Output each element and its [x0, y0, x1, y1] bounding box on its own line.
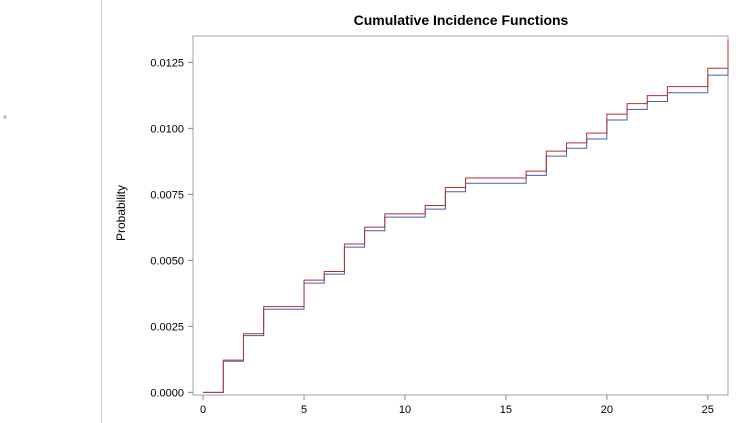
- series-layer: [203, 39, 729, 393]
- series-line-1: [203, 46, 729, 393]
- plot-frame: [192, 35, 729, 396]
- y-tick-label: 0.0100: [150, 123, 184, 135]
- y-tick-label: 0.0125: [150, 57, 184, 69]
- y-tick-label: 0.0000: [150, 387, 184, 399]
- x-tick-label: 15: [500, 404, 512, 416]
- x-tick-label: 5: [301, 404, 307, 416]
- y-axis-label: Probability: [114, 185, 128, 241]
- x-axis: 0 5 10 15 20 25: [200, 395, 714, 416]
- x-tick-label: 25: [702, 404, 714, 416]
- x-tick-label: 20: [601, 404, 613, 416]
- x-tick-label: 0: [200, 404, 206, 416]
- chart-title: Cumulative Incidence Functions: [354, 12, 569, 28]
- left-divider: [101, 0, 102, 423]
- y-tick-label: 0.0075: [150, 189, 184, 201]
- margin-dot: [3, 115, 7, 119]
- y-axis: 0.0000 0.0025 0.0050 0.0075 0.0100 0.0125: [150, 57, 193, 399]
- x-tick-label: 10: [399, 404, 411, 416]
- series-line-2: [203, 39, 729, 393]
- y-tick-label: 0.0050: [150, 255, 184, 267]
- y-tick-label: 0.0025: [150, 321, 184, 333]
